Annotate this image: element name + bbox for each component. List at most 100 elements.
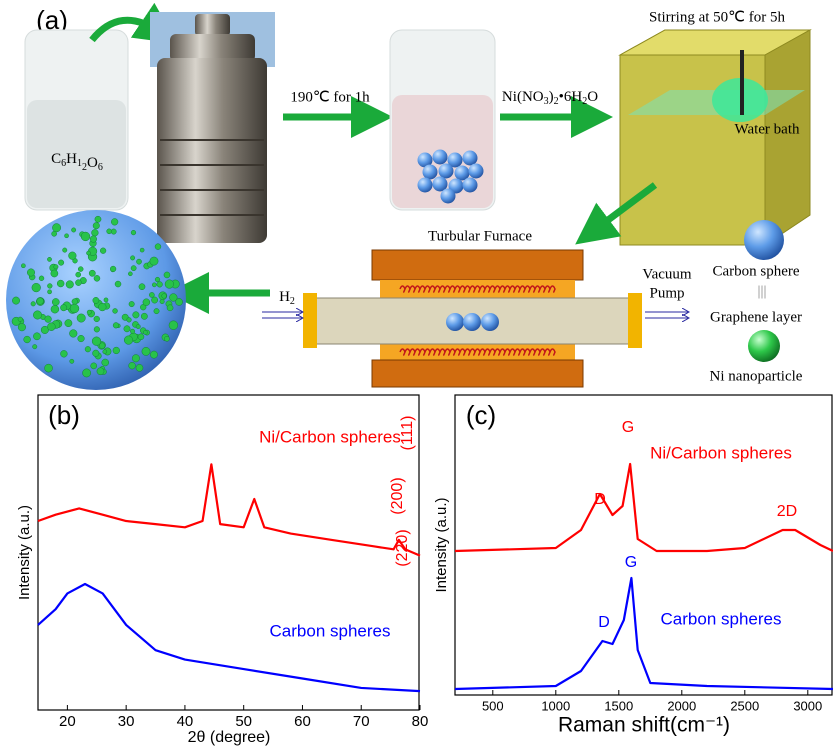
ni-dot [176, 298, 183, 305]
sphere [446, 313, 464, 331]
ni-dot [131, 230, 136, 235]
ni-dot [169, 321, 178, 330]
ni-dot [113, 347, 120, 354]
ni-dot [155, 277, 160, 282]
x-tick-label: 40 [177, 713, 194, 730]
legend-separator: ||| [757, 283, 766, 299]
sphere [463, 178, 478, 193]
ni-dot [58, 260, 63, 265]
x-tick-label: 50 [235, 713, 252, 730]
legend-carbon-sphere [744, 220, 784, 260]
ni-dot [92, 337, 101, 346]
ni-dot [104, 298, 108, 302]
autoclave-cap [195, 14, 230, 36]
furnace-bottom [372, 360, 583, 387]
ni-dot [33, 311, 41, 319]
legend-label: Carbon sphere [712, 263, 799, 279]
ni-dot [70, 359, 74, 363]
ni-dot [89, 270, 95, 276]
schematic: (a) C6H12O6 190℃ for 1h Ni(NO3)2•6H2O St… [6, 5, 810, 390]
ni-dot [136, 364, 143, 371]
ni-dot [164, 336, 169, 341]
ni-dot [100, 248, 106, 254]
peak-label: D [594, 491, 606, 508]
ni-dot [39, 276, 44, 281]
x-tick-label: 1500 [604, 698, 633, 713]
peak-label: G [622, 419, 634, 436]
ni-dot [160, 299, 164, 303]
ni-dot [107, 229, 112, 234]
ni-dot [33, 333, 40, 340]
ni-dot [54, 265, 58, 269]
ni-dot [81, 232, 90, 241]
ni-dot [127, 318, 132, 323]
x-tick-label: 20 [59, 713, 76, 730]
peak-label: (111) [399, 416, 416, 451]
ni-dot [31, 301, 36, 306]
legend-label: Ni nanoparticle [710, 368, 803, 384]
ni-dot [32, 344, 36, 348]
ni-dot [142, 347, 150, 355]
ni-dot [97, 368, 104, 375]
series-label: Carbon spheres [661, 609, 782, 628]
ni-dot [21, 264, 25, 268]
ni-dot [76, 272, 81, 277]
ni-dot [82, 369, 90, 377]
sphere [439, 164, 454, 179]
ni-dot [98, 303, 106, 311]
ni-dot [93, 222, 100, 229]
sphere [463, 313, 481, 331]
ni-dot [167, 305, 173, 311]
ni-dot [130, 329, 135, 334]
ni-dot [78, 267, 83, 272]
ni-dot [47, 323, 55, 331]
furnace-top [372, 250, 583, 280]
ni-dot [95, 216, 101, 222]
ni-dot [151, 297, 157, 303]
ni-dot [24, 336, 31, 343]
sphere [418, 178, 433, 193]
ni-dot [86, 251, 90, 255]
x-tick-label: 500 [482, 698, 504, 713]
ni-dot [103, 350, 107, 354]
ni-dot [162, 294, 167, 299]
ni-dot [93, 350, 100, 357]
ni-dot [141, 313, 147, 319]
ni-dot [165, 280, 174, 289]
ni-dot [133, 312, 139, 318]
ni-dot [93, 297, 99, 303]
series-label: Ni/Carbon spheres [259, 427, 401, 446]
peak-label: 2D [777, 503, 797, 520]
ni-dot [37, 298, 44, 305]
step-label: Ni(NO3)2•6H2O [502, 89, 598, 107]
ni-dot [52, 224, 60, 232]
ni-dot [71, 228, 75, 232]
sphere [433, 150, 448, 165]
ni-dot [130, 256, 134, 260]
ni-dot [155, 244, 161, 250]
sphere [469, 164, 484, 179]
ni-dot [164, 272, 170, 278]
plot-frame [455, 395, 832, 695]
bath-label: Water bath [734, 121, 800, 137]
legend-ni [748, 330, 780, 362]
ni-dot [128, 272, 132, 276]
ni-dot [75, 280, 81, 286]
sphere [481, 313, 499, 331]
ni-dot [65, 319, 72, 326]
vacuum-label: Pump [649, 285, 684, 301]
panel-label: (b) [48, 400, 80, 430]
ni-dot [113, 308, 118, 313]
ni-dot [124, 326, 130, 332]
ni-dot [85, 346, 91, 352]
ni-dot [57, 280, 64, 287]
ni-dot [60, 350, 67, 357]
ni-dot [131, 266, 136, 271]
sphere [441, 189, 456, 204]
ni-dot [113, 322, 119, 328]
ni-dot [48, 290, 52, 294]
ni-dot [27, 269, 34, 276]
ni-dot [60, 305, 66, 311]
x-tick-label: 30 [118, 713, 135, 730]
